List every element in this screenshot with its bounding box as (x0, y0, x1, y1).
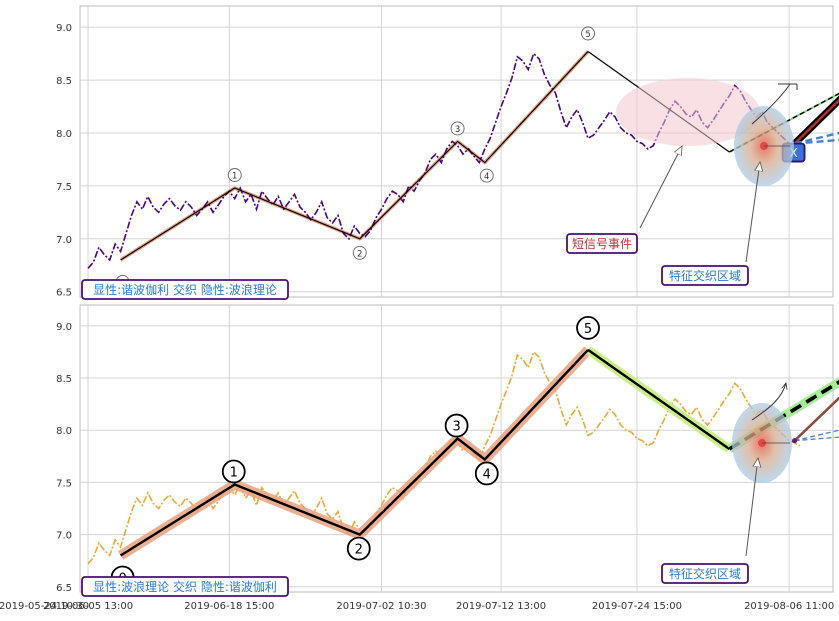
pattern-ratio-line (794, 131, 839, 145)
pattern-point (791, 438, 798, 444)
wave-label-marker (352, 245, 367, 260)
wave-label-marker (474, 461, 499, 486)
panel-caption-box (81, 576, 289, 597)
x-tick-label: 2019-05-24 10:30 (0, 601, 89, 612)
panel-caption: 显性:谐波伽利 交织 隐性:波浪理论 (93, 282, 277, 297)
y-tick-label: 9.0 (56, 322, 72, 333)
annotation-arrow (745, 162, 760, 263)
wave-label-marker (227, 168, 242, 182)
x-tick-label: 2019-08-06 11:00 (744, 601, 834, 612)
pattern-ratio-line (794, 429, 839, 442)
x-tick-label: 2019-06-05 13:00 (43, 601, 133, 612)
y-tick-label: 6.5 (56, 288, 72, 299)
wave-label-marker (221, 459, 246, 484)
wave-label: 5 (584, 322, 592, 337)
short-signal-annotation: 短信号事件 (572, 237, 632, 251)
wave-label: 4 (484, 172, 489, 182)
y-tick-label: 8.0 (56, 426, 72, 437)
wave-label-marker (450, 121, 465, 136)
wave-label: 1 (230, 466, 238, 481)
wave-label: 2 (357, 249, 362, 259)
plot-area (79, 304, 834, 593)
wave-label-marker (576, 315, 600, 340)
wave-label: 3 (452, 420, 460, 435)
wave-label: 5 (585, 30, 590, 40)
zone-annotation: 特征交织区域 (669, 268, 741, 283)
annotation-arrow (745, 458, 758, 557)
wave-label: 4 (483, 467, 491, 482)
y-tick-label: 8.5 (56, 374, 72, 385)
wave-line (119, 349, 589, 557)
wave-label-marker (581, 26, 595, 41)
wave-label-marker (479, 168, 494, 183)
panel-caption-box (81, 279, 289, 300)
pattern-ellipse (616, 78, 760, 146)
annotation-arrow (639, 146, 682, 229)
wave-label: 1 (232, 172, 237, 182)
x-tick-label: 2019-07-02 10:30 (336, 601, 426, 612)
top-panel: 6.5 7.0 7.5 8.0 8.5 9.0 (56, 5, 834, 299)
zone-annotation-box (661, 563, 749, 584)
y-tick-label: 6.5 (56, 583, 72, 594)
pattern-legs (793, 396, 839, 442)
y-tick-label: 9.0 (56, 23, 72, 34)
wave-label: 2 (355, 543, 363, 558)
plot-area (79, 5, 834, 298)
panel-caption: 显性:波浪理论 交织 隐性:谐波伽利 (93, 579, 277, 594)
wave-label-marker (346, 536, 371, 561)
zone-curve (751, 383, 786, 421)
x-tick-label: 2019-06-18 15:00 (184, 601, 274, 612)
x-tick-label: 2019-07-24 15:00 (592, 601, 682, 612)
y-tick-label: 8.5 (56, 76, 72, 87)
short-signal-annotation-box (566, 233, 638, 254)
zone-curve (751, 83, 791, 125)
y-tick-label: 7.5 (56, 182, 72, 193)
wave-label-marker (444, 413, 469, 438)
y-tick-label: 8.0 (56, 129, 72, 140)
zone-annotation: 特征交织区域 (669, 566, 741, 581)
y-tick-label: 7.0 (56, 531, 72, 542)
pattern-point-label: X (789, 146, 797, 160)
zone-annotation-box (661, 265, 749, 286)
x-tick-label: 2019-07-12 13:00 (456, 601, 546, 612)
pattern-leg-xa-inner (793, 98, 839, 145)
wave-line (120, 51, 589, 261)
y-tick-label: 7.5 (56, 478, 72, 489)
wave-label: 3 (455, 125, 460, 135)
wave-correction-line (587, 348, 731, 451)
y-tick-label: 7.0 (56, 235, 72, 246)
